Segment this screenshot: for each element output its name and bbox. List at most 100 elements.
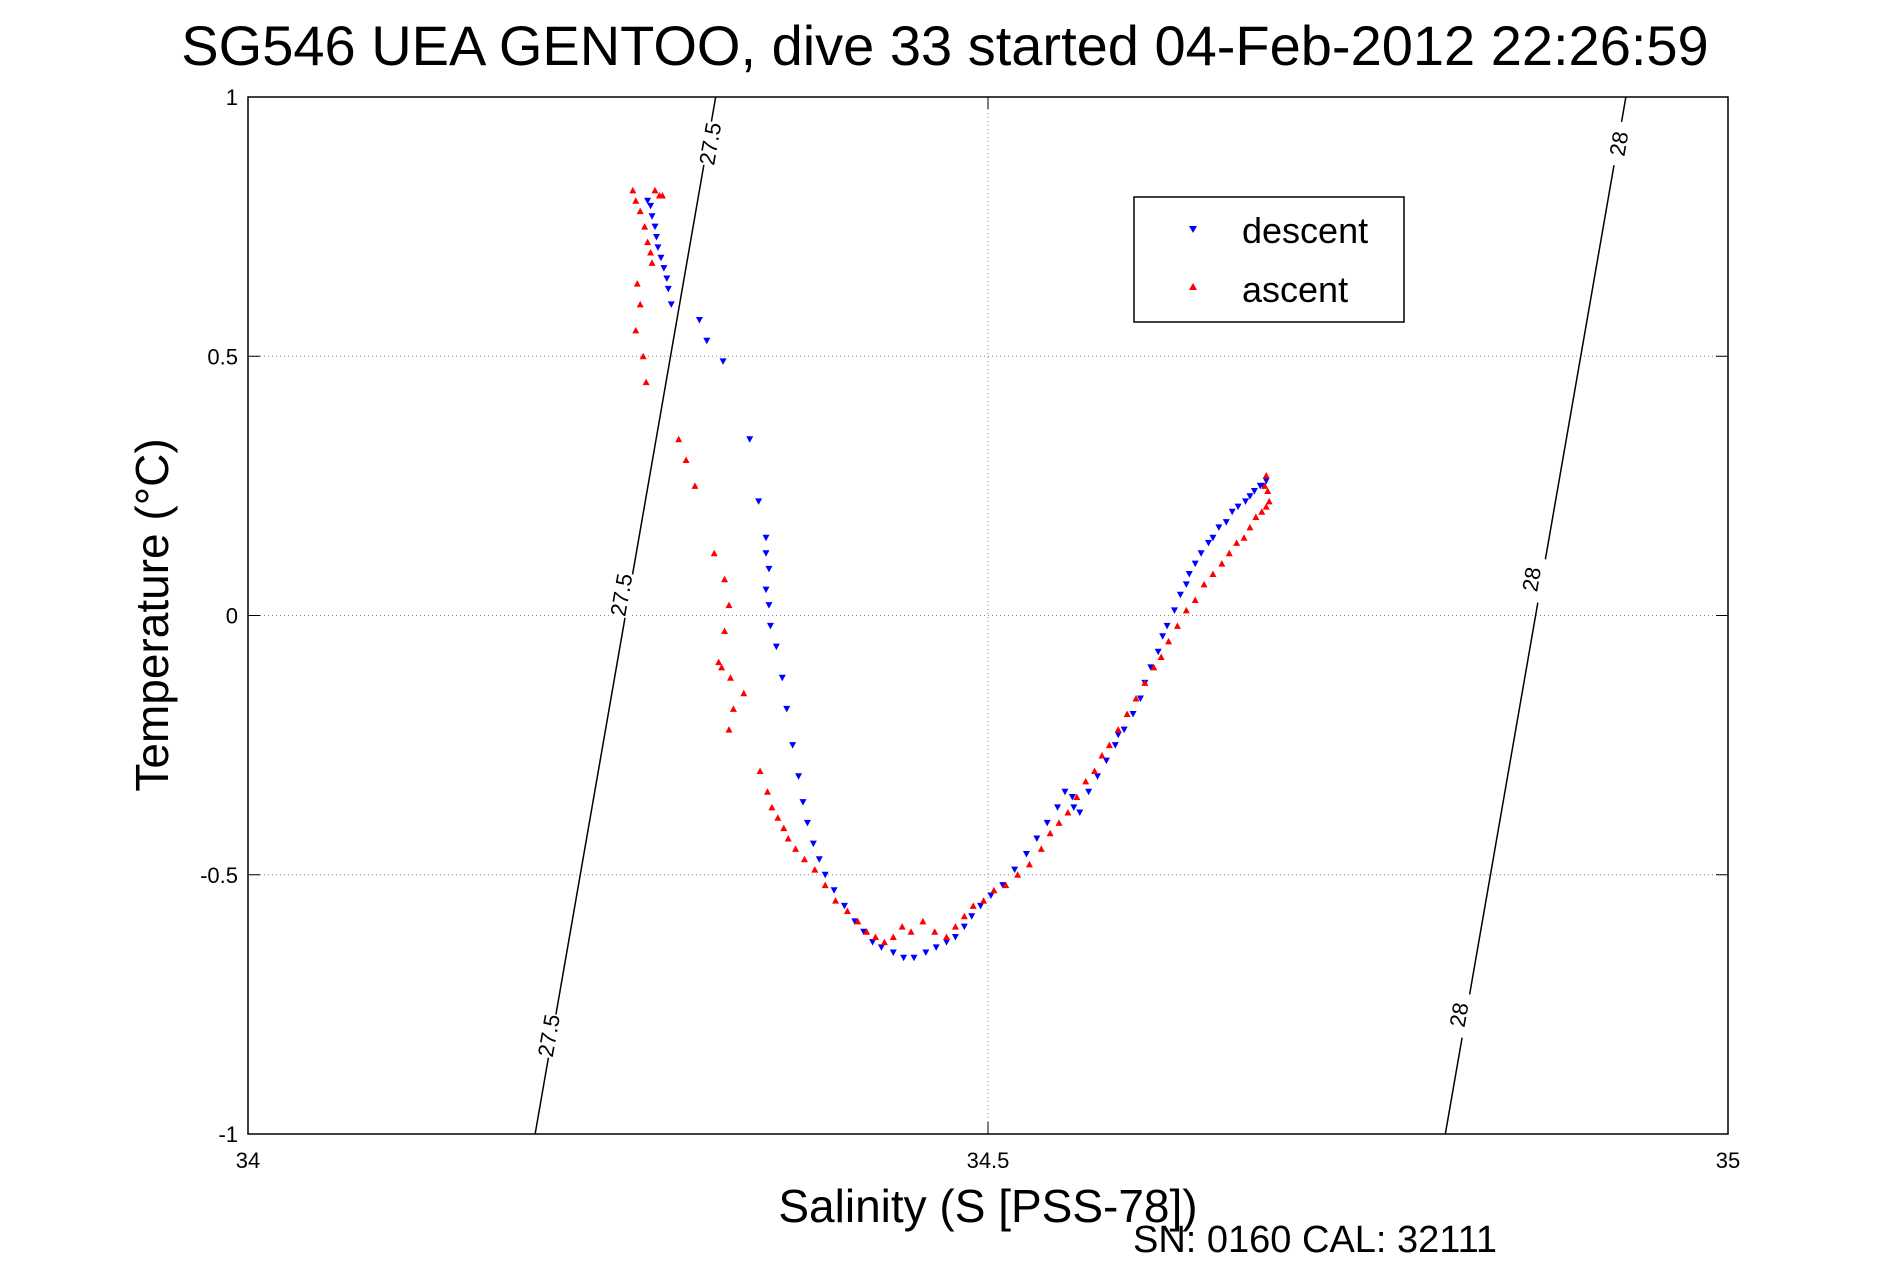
- ascent-point: [651, 186, 659, 194]
- descent-point: [765, 602, 773, 609]
- ascent-point: [1252, 513, 1260, 520]
- contour-label-background: [1513, 555, 1549, 604]
- ascent-point: [969, 902, 977, 909]
- ascent-point: [1173, 622, 1181, 629]
- descent-point: [877, 944, 885, 951]
- ascent-point: [1265, 497, 1273, 505]
- ascent-point: [644, 238, 652, 246]
- descent-point: [1234, 503, 1242, 511]
- descent-point: [1102, 757, 1110, 765]
- descent-point: [1182, 581, 1190, 588]
- descent-point: [1246, 493, 1254, 500]
- legend-marker-descent: [1189, 226, 1197, 233]
- ascent-point: [729, 705, 737, 712]
- ascent-point: [1098, 751, 1106, 759]
- ascent-point: [642, 378, 650, 386]
- ascent-point: [725, 601, 733, 609]
- ascent-point: [1225, 549, 1233, 557]
- ascent-point: [636, 300, 644, 308]
- descent-point: [648, 213, 656, 220]
- x-tick-label: 34.5: [967, 1148, 1010, 1173]
- contour-label: 28: [1517, 565, 1546, 593]
- ascent-point: [1073, 793, 1081, 800]
- descent-point: [910, 954, 918, 962]
- ascent-point: [1182, 606, 1190, 614]
- grid-lines: [248, 97, 1728, 1134]
- ascent-point: [647, 249, 655, 256]
- descent-point: [821, 871, 829, 879]
- ascent-point: [863, 928, 871, 935]
- ascent-point: [780, 824, 788, 832]
- ascent-point: [710, 549, 718, 557]
- descent-point: [999, 882, 1007, 889]
- descent-point: [654, 244, 662, 251]
- ascent-point: [641, 223, 649, 230]
- descent-point: [1250, 488, 1258, 495]
- descent-point: [1076, 809, 1084, 817]
- ascent-point: [1064, 809, 1072, 816]
- descent-point: [1154, 648, 1162, 656]
- ascent-point: [1123, 710, 1131, 718]
- ascent-point: [1055, 819, 1063, 826]
- ascent-point: [980, 897, 988, 904]
- descent-point: [1170, 607, 1178, 614]
- ascent-point: [800, 855, 808, 863]
- ascent-point: [768, 803, 776, 811]
- descent-point: [1114, 731, 1122, 739]
- ascent-point: [880, 938, 888, 946]
- ascent-point: [931, 928, 939, 935]
- descent-point: [922, 949, 930, 957]
- descent-point: [815, 856, 823, 863]
- ascent-point: [721, 575, 729, 583]
- descent-point: [1011, 866, 1019, 874]
- descent-point: [1070, 804, 1078, 811]
- descent-point: [1209, 534, 1217, 542]
- descent-point: [1163, 622, 1171, 630]
- ascent-point: [1014, 871, 1022, 878]
- descent-point: [1147, 664, 1155, 671]
- ascent-point: [1025, 860, 1033, 868]
- ascent-point: [1262, 503, 1270, 510]
- data-points: [629, 186, 1273, 962]
- ascent-point: [725, 726, 733, 733]
- descent-point: [977, 902, 985, 910]
- ascent-point: [1037, 845, 1045, 852]
- descent-point: [840, 902, 848, 910]
- ascent-point: [715, 658, 723, 666]
- descent-point: [762, 586, 770, 594]
- descent-point: [1185, 571, 1193, 578]
- contour-label-background: [530, 1011, 567, 1060]
- ascent-point: [632, 197, 640, 204]
- ascent-point: [1091, 767, 1099, 775]
- descent-point: [660, 265, 668, 272]
- ascent-point: [1218, 560, 1226, 567]
- ascent-point: [774, 814, 782, 821]
- descent-point: [772, 643, 780, 651]
- ascent-point: [1150, 663, 1158, 671]
- ascent-point: [919, 917, 927, 925]
- descent-point: [1061, 788, 1069, 796]
- y-tick-label: 0: [226, 604, 238, 629]
- descent-point: [695, 316, 703, 324]
- ascent-point: [1105, 741, 1113, 749]
- descent-point: [932, 944, 940, 951]
- descent-point: [830, 887, 838, 894]
- descent-point: [1120, 726, 1128, 734]
- ascent-point: [898, 923, 906, 930]
- x-tick-label: 34: [236, 1148, 260, 1173]
- descent-point: [1068, 793, 1076, 801]
- descent-point: [1197, 550, 1205, 557]
- ascent-point: [691, 482, 699, 489]
- ascent-point: [784, 834, 792, 842]
- chart-title: SG546 UEA GENTOO, dive 33 started 04-Feb…: [181, 14, 1708, 77]
- ascent-point: [1261, 482, 1269, 489]
- descent-point: [778, 674, 786, 682]
- descent-point: [789, 742, 797, 749]
- ascent-point: [889, 933, 897, 940]
- contour-label-background: [603, 570, 639, 619]
- ascent-point: [633, 280, 641, 287]
- ascent-point: [960, 912, 968, 920]
- ascent-point: [721, 627, 729, 635]
